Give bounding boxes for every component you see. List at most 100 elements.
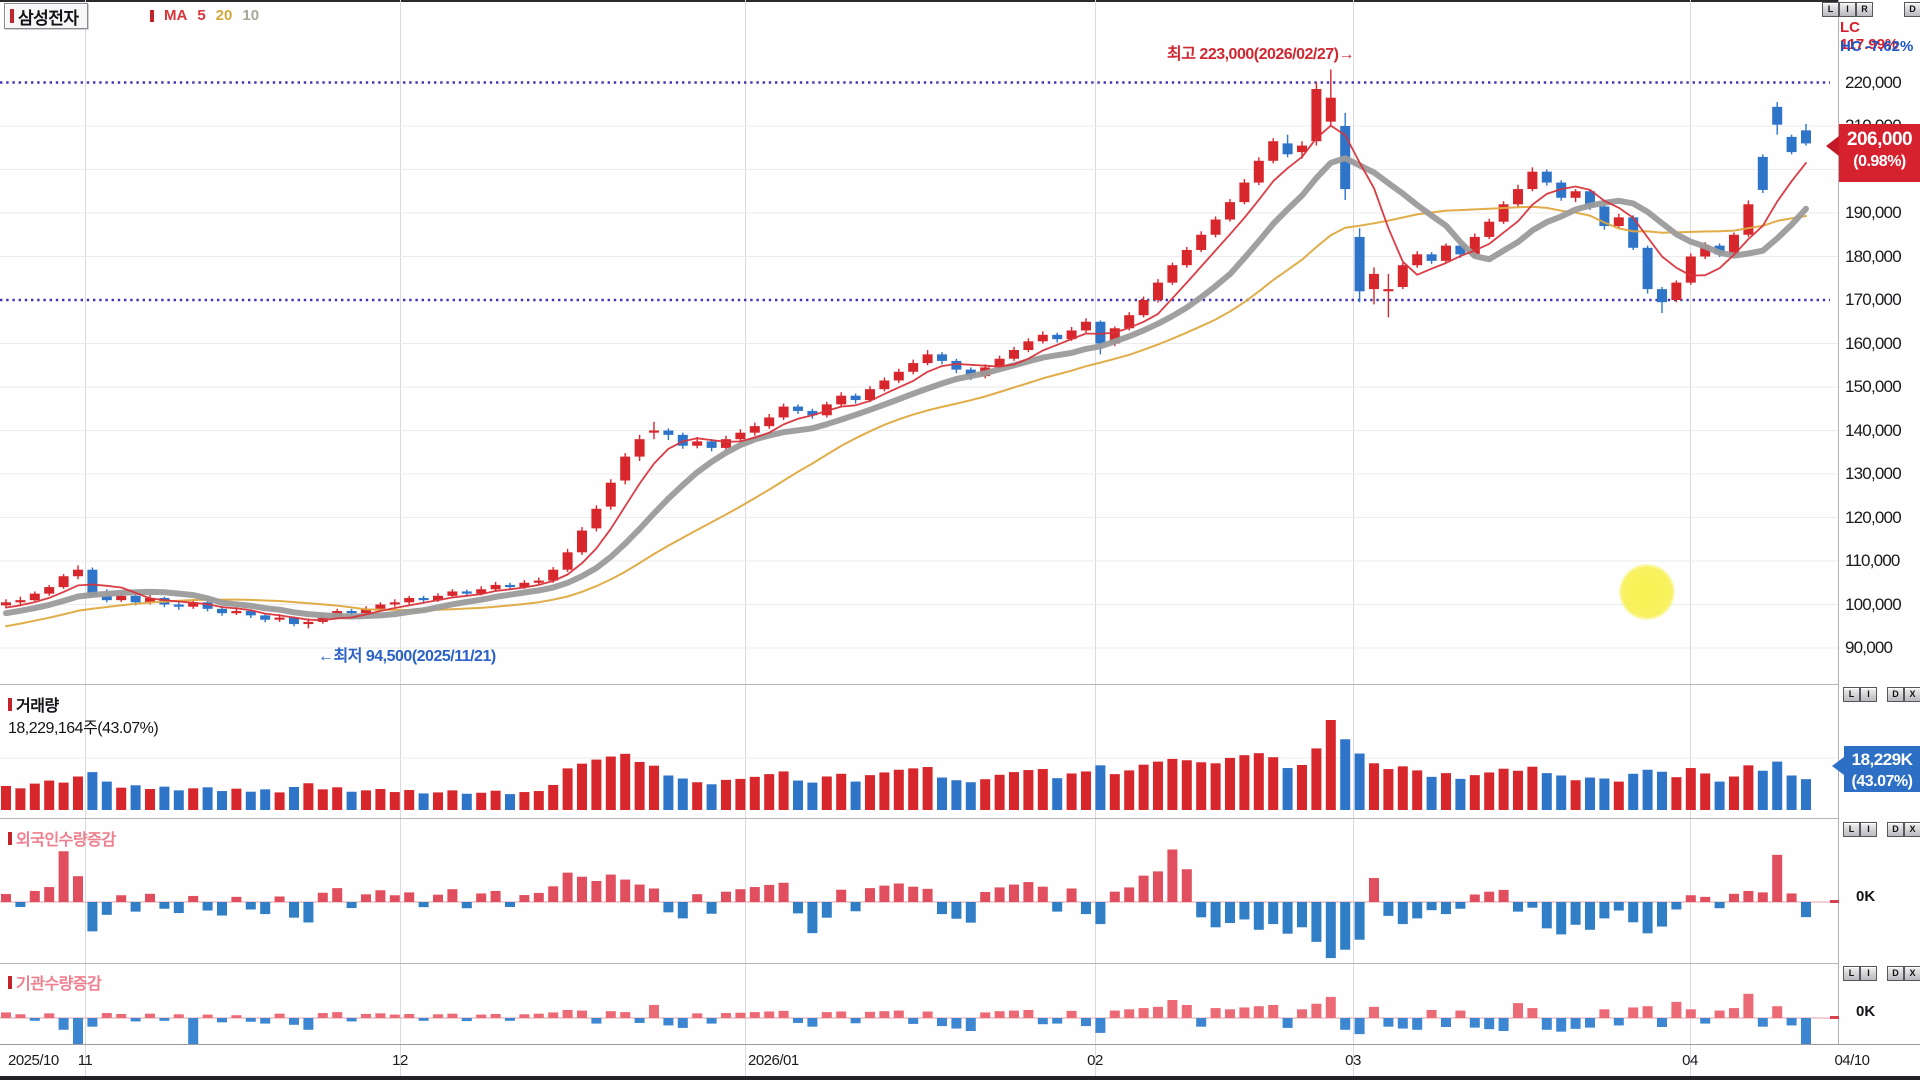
- volume-bar: [1066, 773, 1077, 810]
- foreign-bar: [361, 894, 371, 902]
- price-candlestick-plot[interactable]: [0, 0, 1838, 684]
- candle-body: [706, 441, 717, 448]
- institution-bar: [1, 1012, 11, 1018]
- volume-bar: [1498, 768, 1509, 810]
- volume-bar: [58, 782, 69, 810]
- foreign-bar: [1210, 902, 1221, 928]
- candle-body: [73, 569, 83, 577]
- volume-bar: [1369, 763, 1379, 810]
- foreign-bar: [44, 887, 55, 902]
- candle-body: [260, 615, 271, 620]
- foreign-bar: [87, 902, 98, 932]
- foreign-bar: [1109, 891, 1120, 902]
- candle-body: [1109, 328, 1120, 344]
- mini-button-x[interactable]: X: [1904, 687, 1920, 702]
- candle-body: [1369, 273, 1379, 290]
- candle-body: [1153, 282, 1163, 300]
- volume-bar: [87, 772, 98, 810]
- foreign-bar: [836, 889, 847, 902]
- foreign-bar: [490, 890, 501, 902]
- volume-bar: [807, 782, 818, 810]
- mini-button-i[interactable]: I: [1860, 687, 1877, 702]
- foreign-bar: [1613, 902, 1624, 911]
- institution-bar: [1153, 1006, 1163, 1018]
- candle-body: [1095, 321, 1106, 344]
- candle-body: [1441, 245, 1451, 261]
- mini-button-d[interactable]: D: [1887, 687, 1904, 702]
- mini-button-r[interactable]: R: [1856, 2, 1873, 17]
- institution-bar: [793, 1018, 803, 1023]
- institution-zero-tick-icon: [1830, 1016, 1839, 1019]
- y-axis-label: 120,000: [1845, 507, 1902, 527]
- institution-bar: [605, 1011, 616, 1018]
- institution-bar: [1037, 1018, 1048, 1025]
- institution-bar: [1657, 1018, 1667, 1027]
- volume-bar: [577, 763, 587, 810]
- mini-button-l[interactable]: L: [1822, 2, 1839, 17]
- foreign-bar: [1527, 902, 1538, 908]
- foreign-bar: [505, 902, 515, 907]
- institution-bar: [1210, 1008, 1221, 1018]
- mini-button-i[interactable]: I: [1860, 966, 1877, 981]
- volume-bar: [749, 776, 760, 810]
- mini-button-l[interactable]: L: [1843, 822, 1860, 837]
- candle-body: [447, 591, 458, 596]
- current-price: 206,000: [1846, 129, 1913, 150]
- foreign-bar: [1196, 902, 1207, 918]
- volume-bar: [476, 792, 487, 810]
- foreign-bar: [1181, 869, 1192, 902]
- y-axis-label: 150,000: [1845, 377, 1902, 396]
- institution-bar: [1671, 1001, 1682, 1018]
- candle-body: [893, 371, 904, 381]
- volume-bar: [1585, 777, 1595, 810]
- volume-plot[interactable]: [0, 684, 1838, 818]
- candle-body: [361, 608, 371, 614]
- institution-bar: [1541, 1018, 1552, 1030]
- foreign-bar: [202, 902, 213, 911]
- volume-bar: [1153, 761, 1163, 810]
- volume-bar: [375, 789, 386, 810]
- candle-body: [173, 604, 184, 607]
- volume-bar: [1023, 770, 1034, 810]
- candle-body: [418, 597, 429, 601]
- candle-body: [1196, 234, 1207, 250]
- candle-body: [231, 611, 242, 614]
- volume-bar: [850, 781, 861, 810]
- volume-bar: [1714, 781, 1725, 810]
- volume-bar: [821, 776, 832, 810]
- institution-bar: [965, 1018, 976, 1032]
- symbol-title-chip[interactable]: 삼성전자: [4, 3, 88, 29]
- foreign-bar: [793, 902, 803, 914]
- mini-button-d[interactable]: D: [1887, 966, 1904, 981]
- volume-bar: [332, 787, 343, 810]
- mini-button-i[interactable]: I: [1839, 2, 1856, 17]
- volume-bar: [389, 792, 400, 810]
- foreign-bar: [1599, 902, 1610, 919]
- mini-button-d[interactable]: D: [1887, 822, 1904, 837]
- foreign-bar: [1786, 893, 1797, 902]
- institution-netvolume-plot[interactable]: [0, 963, 1838, 1044]
- y-axis-label: 160,000: [1845, 333, 1902, 353]
- candle-body: [778, 406, 789, 418]
- candle-body: [908, 363, 919, 372]
- institution-bar: [649, 1004, 659, 1018]
- volume-bar: [836, 773, 847, 810]
- institution-bar: [188, 1018, 199, 1044]
- foreign-bar: [101, 902, 112, 915]
- institution-bar: [1498, 1018, 1509, 1032]
- institution-bar: [1714, 1010, 1725, 1018]
- mini-button-x[interactable]: X: [1904, 966, 1920, 981]
- mini-button-d[interactable]: D: [1904, 2, 1920, 17]
- mini-button-x[interactable]: X: [1904, 822, 1920, 837]
- candle-body: [965, 369, 976, 377]
- institution-bar: [1196, 1018, 1207, 1027]
- volume-bar: [1556, 775, 1567, 810]
- foreign-bar: [1685, 895, 1696, 902]
- mini-button-l[interactable]: L: [1843, 966, 1860, 981]
- foreign-netvolume-plot[interactable]: [0, 818, 1838, 963]
- volume-bar: [519, 792, 530, 810]
- mini-button-i[interactable]: I: [1860, 822, 1877, 837]
- mini-button-l[interactable]: L: [1843, 687, 1860, 702]
- strip-gridline: [85, 1045, 86, 1076]
- candle-body: [735, 432, 746, 440]
